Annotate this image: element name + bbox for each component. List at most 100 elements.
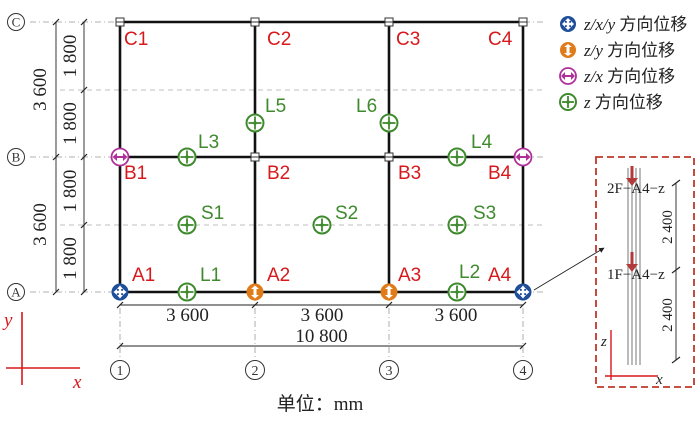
axis-bubble-label: A xyxy=(11,285,21,300)
sensor-L5-z-icon xyxy=(245,113,265,133)
axis-bubble-row-A xyxy=(7,283,25,301)
legend-z-icon xyxy=(559,93,577,111)
node-label-B4: B4 xyxy=(488,163,512,184)
axis-bubble-row-C xyxy=(7,13,25,31)
axis-bubble-label: 4 xyxy=(520,364,527,379)
node-label-A1: A1 xyxy=(132,265,155,286)
dim-tick xyxy=(80,153,88,161)
node-label-C2: C2 xyxy=(267,29,291,50)
inset-dim-upper: 2 400 xyxy=(660,210,676,244)
axis-bubble-label: C xyxy=(12,15,21,30)
sensor-dot xyxy=(185,290,189,294)
dim-tick xyxy=(385,301,393,309)
dim-left-inner-1: 1 800 xyxy=(60,237,81,280)
axis-bubble-row-B xyxy=(7,148,25,166)
sensor-dot xyxy=(455,223,459,227)
dim-tick xyxy=(52,18,60,26)
sensor-dot xyxy=(455,155,459,159)
inset-axis-z-label: z xyxy=(600,334,607,350)
inset-dim-lower: 2 400 xyxy=(660,298,676,332)
sensor-label-S1: S1 xyxy=(201,203,224,224)
sensor-arrows-vertical xyxy=(564,44,572,56)
sensor-B4-zx-icon xyxy=(513,147,533,167)
dim-span-3: 3 600 xyxy=(435,305,478,326)
sensor-arrows-4way xyxy=(516,285,530,299)
dim-tick xyxy=(52,153,60,161)
sensor-label-L3: L3 xyxy=(198,132,219,153)
inset-frame xyxy=(595,156,695,388)
sensor-bar-v xyxy=(387,289,391,295)
inset-arrow-lower-head xyxy=(626,264,638,272)
dim-left-outer-1: 3 600 xyxy=(30,203,51,246)
sensor-L2-z-icon xyxy=(447,282,467,302)
node-label-C4: C4 xyxy=(488,29,513,50)
sensor-S2-z-icon xyxy=(312,215,332,235)
sensor-dot xyxy=(387,121,391,125)
legend-zy-icon xyxy=(560,42,576,58)
inset-dim-tick xyxy=(671,266,681,274)
axis-bubble-label: 2 xyxy=(252,364,259,379)
dim-total: 10 800 xyxy=(295,326,347,347)
sensor-dot xyxy=(320,223,324,227)
sensor-arrows-horizontal xyxy=(561,72,575,80)
sensor-L1-z-icon xyxy=(177,282,197,302)
dim-tick xyxy=(519,301,527,309)
axis-x-label: x xyxy=(72,372,82,393)
axis-y-label: y xyxy=(2,310,13,331)
inset-dim-tick xyxy=(671,179,681,187)
dim-tick xyxy=(80,18,88,26)
dim-tick xyxy=(52,288,60,296)
node-labels: A1 A2 A3 A4 B1 B2 B3 B4 C1 C2 C3 C4 xyxy=(124,29,513,286)
axis-bubble-label: B xyxy=(12,150,21,165)
sensor-arrows-horizontal xyxy=(515,153,531,161)
dim-left-inner-2: 1 800 xyxy=(60,170,81,213)
sensor-dot xyxy=(455,290,459,294)
sensor-arrows-vertical xyxy=(251,285,259,299)
legend-zx-icon xyxy=(559,67,577,85)
sensor-L3-z-icon xyxy=(177,147,197,167)
legend: z/x/y 方向位移 z/y 方向位移 z/x 方向位移 z 方向位移 xyxy=(559,15,687,112)
sensor-S3-z-icon xyxy=(447,215,467,235)
sensor-dot xyxy=(253,121,257,125)
sensor-A2-zy-icon xyxy=(246,283,264,301)
sensor-label-S3: S3 xyxy=(473,203,496,224)
node-label-A3: A3 xyxy=(398,265,421,286)
dim-tick xyxy=(116,301,124,309)
dim-tick xyxy=(251,301,259,309)
axis-bubble-label: 1 xyxy=(117,364,124,379)
sensor-label-L2: L2 xyxy=(459,262,480,283)
node-label-A2: A2 xyxy=(267,265,290,286)
sensor-bar-v xyxy=(118,289,122,295)
node-label-B2: B2 xyxy=(267,163,290,184)
sensor-label-L6: L6 xyxy=(356,96,377,117)
dim-span-2: 3 600 xyxy=(301,305,344,326)
inset-lower-label: 1F−A4−z xyxy=(607,267,665,283)
sensor-label-L4: L4 xyxy=(471,132,493,153)
sensor-bar-v xyxy=(521,289,525,295)
dim-left-outer-2: 3 600 xyxy=(30,68,51,111)
sensor-dot xyxy=(185,155,189,159)
sensor-L4-z-icon xyxy=(447,147,467,167)
sensor-B1-zx-icon xyxy=(110,147,130,167)
axis-bubble-col-1 xyxy=(110,360,130,380)
axis-bubble-col-2 xyxy=(245,360,265,380)
inset-elevation: 2F−A4−z 1F−A4−z 2 400 2 400 z x xyxy=(533,156,695,388)
sensor-S1-z-icon xyxy=(177,215,197,235)
sensor-bar-v xyxy=(566,21,570,27)
sensor-arrows-4way xyxy=(113,285,127,299)
sensor-dot xyxy=(185,223,189,227)
inset-dim-tick xyxy=(671,356,681,364)
dim-tick xyxy=(116,342,124,350)
dim-tick xyxy=(80,221,88,229)
legend-label-zxy: z/x/y 方向位移 xyxy=(583,15,687,34)
sensor-A1-zxy-icon xyxy=(111,283,129,301)
dim-tick xyxy=(80,288,88,296)
node-label-A4: A4 xyxy=(488,265,512,286)
sensor-arrows-horizontal xyxy=(112,153,128,161)
sensor-label-S2: S2 xyxy=(335,203,358,224)
sensor-dot xyxy=(566,100,570,104)
